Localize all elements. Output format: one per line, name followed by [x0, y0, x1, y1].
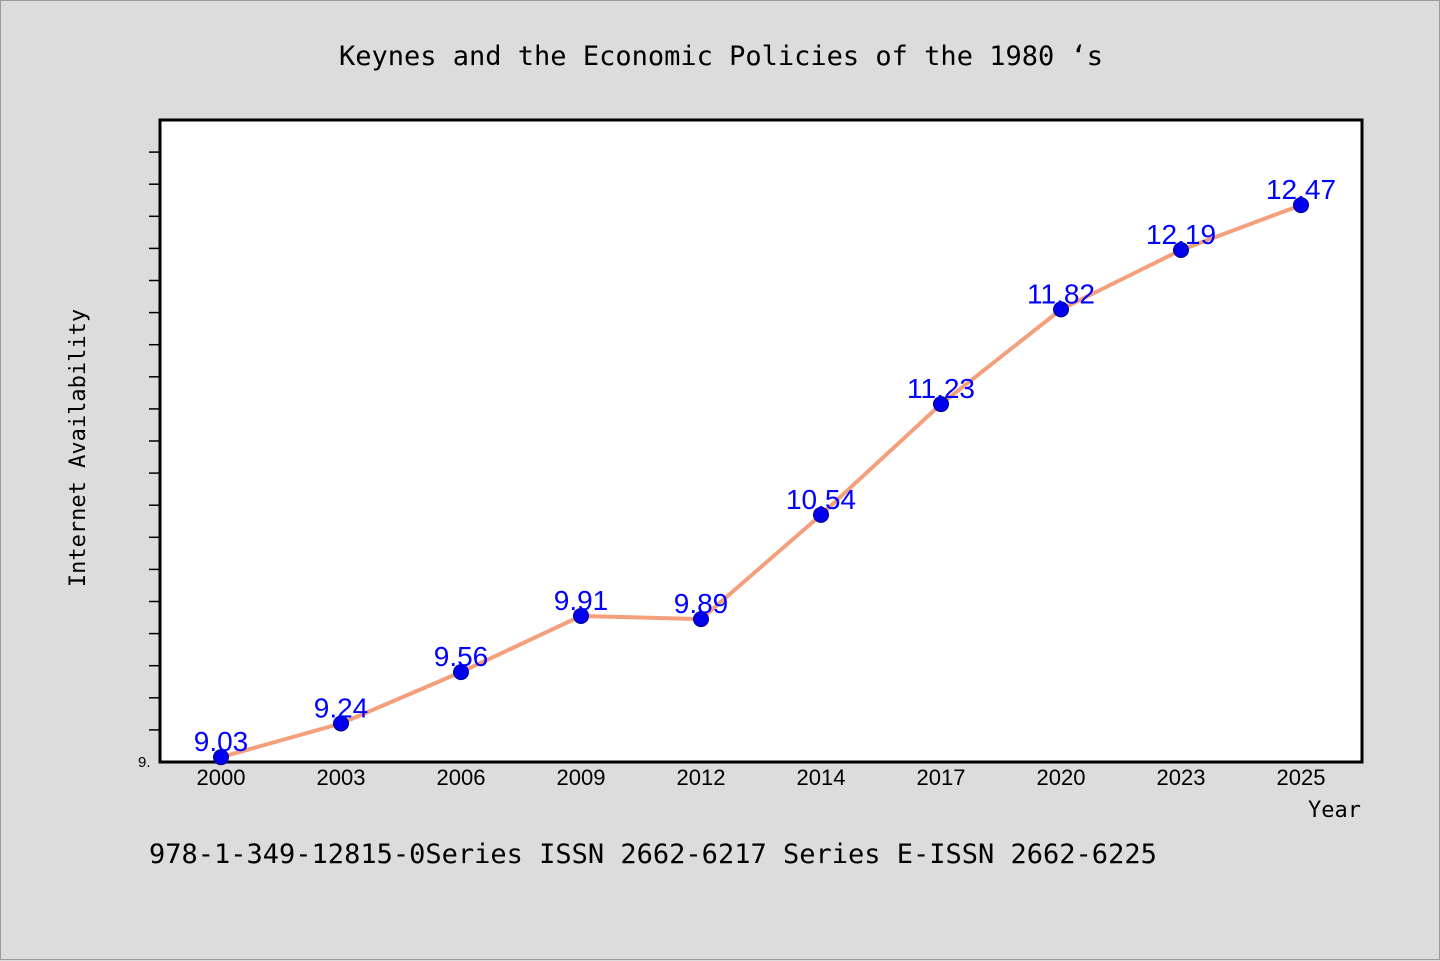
- x-tick-label: 2025: [1277, 765, 1326, 790]
- data-point: [813, 506, 829, 523]
- data-label: 9.24: [314, 692, 369, 723]
- data-label: 11.82: [1027, 278, 1095, 309]
- x-tick-label: 2023: [1157, 765, 1206, 790]
- data-point: [453, 664, 469, 681]
- y-tick-label: 9.: [138, 754, 151, 771]
- data-label: 12.47: [1266, 174, 1336, 205]
- data-point: [573, 607, 589, 624]
- data-point: [333, 715, 349, 732]
- y-axis-title: Internet Availability: [66, 309, 91, 587]
- x-tick-label: 2000: [197, 765, 246, 790]
- data-label: 9.03: [194, 726, 249, 757]
- x-tick-label: 2006: [437, 765, 486, 790]
- x-axis-title: Year: [1308, 798, 1361, 823]
- chart-title: Keynes and the Economic Policies of the …: [339, 41, 1103, 72]
- series-layer: 9.03 9.24 9.56 9.91 9.89 10.54 11.23 11.82 12.19…: [194, 174, 1336, 766]
- x-tick-label: 2014: [797, 765, 846, 790]
- x-tick-label: 2020: [1037, 765, 1086, 790]
- data-label: 12.19: [1146, 219, 1216, 250]
- data-point: [933, 396, 949, 413]
- data-label: 9.56: [434, 641, 489, 672]
- plot-area: [158, 118, 1364, 764]
- data-point: [1053, 301, 1069, 318]
- series-line: [220, 203, 1302, 760]
- data-point: [1293, 197, 1309, 214]
- data-point: [693, 611, 709, 628]
- x-tick-label: 2009: [557, 765, 606, 790]
- data-label: 9.91: [554, 585, 609, 616]
- data-label: 10.54: [786, 484, 856, 515]
- x-tick-label: 2012: [677, 765, 726, 790]
- data-label: 9.89: [674, 588, 729, 619]
- x-tick-label: 2003: [317, 765, 366, 790]
- data-point: [1173, 242, 1189, 259]
- data-point: [213, 749, 229, 766]
- y-axis-ticks: [149, 151, 160, 731]
- data-label: 11.23: [907, 373, 975, 404]
- x-tick-label: 2017: [917, 765, 966, 790]
- footer-isbn-text: 978-1-349-12815-0Series ISSN 2662-6217 S…: [149, 839, 1157, 870]
- x-axis-labels: 2000 2003 2006 2009 2012 2014 2017 2020 2023 2025: [197, 765, 1326, 790]
